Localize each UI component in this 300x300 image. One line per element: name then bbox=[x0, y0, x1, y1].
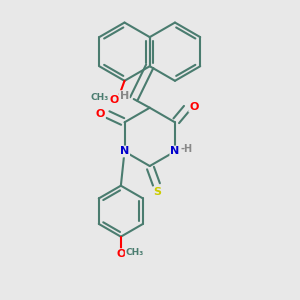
Text: N: N bbox=[170, 146, 180, 157]
Text: O: O bbox=[95, 109, 105, 119]
Text: CH₃: CH₃ bbox=[126, 248, 144, 257]
Text: -H: -H bbox=[181, 143, 193, 154]
Text: H: H bbox=[120, 91, 129, 101]
Text: O: O bbox=[116, 249, 126, 259]
Text: O: O bbox=[189, 102, 199, 112]
Text: N: N bbox=[120, 146, 129, 157]
Text: CH₃: CH₃ bbox=[90, 93, 109, 102]
Text: O: O bbox=[109, 95, 119, 105]
Text: S: S bbox=[153, 188, 161, 197]
